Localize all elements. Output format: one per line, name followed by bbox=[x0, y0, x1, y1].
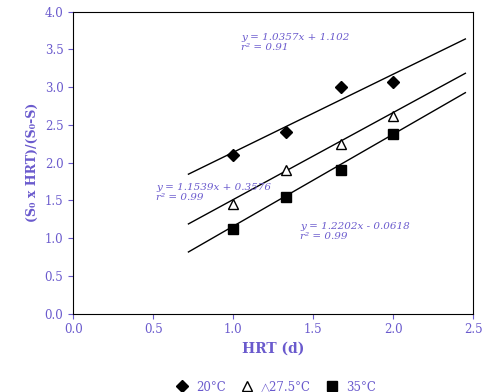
Y-axis label: (S₀ x HRT)/(S₀-S): (S₀ x HRT)/(S₀-S) bbox=[26, 103, 39, 222]
X-axis label: HRT (d): HRT (d) bbox=[242, 342, 305, 356]
Legend: 20°C, △27.5°C, 35°C: 20°C, △27.5°C, 35°C bbox=[165, 376, 381, 392]
Text: y = 1.0357x + 1.102
r² = 0.91: y = 1.0357x + 1.102 r² = 0.91 bbox=[241, 33, 349, 52]
Text: y = 1.1539x + 0.3576
r² = 0.99: y = 1.1539x + 0.3576 r² = 0.99 bbox=[157, 183, 271, 202]
Text: y = 1.2202x - 0.0618
r² = 0.99: y = 1.2202x - 0.0618 r² = 0.99 bbox=[301, 221, 410, 241]
